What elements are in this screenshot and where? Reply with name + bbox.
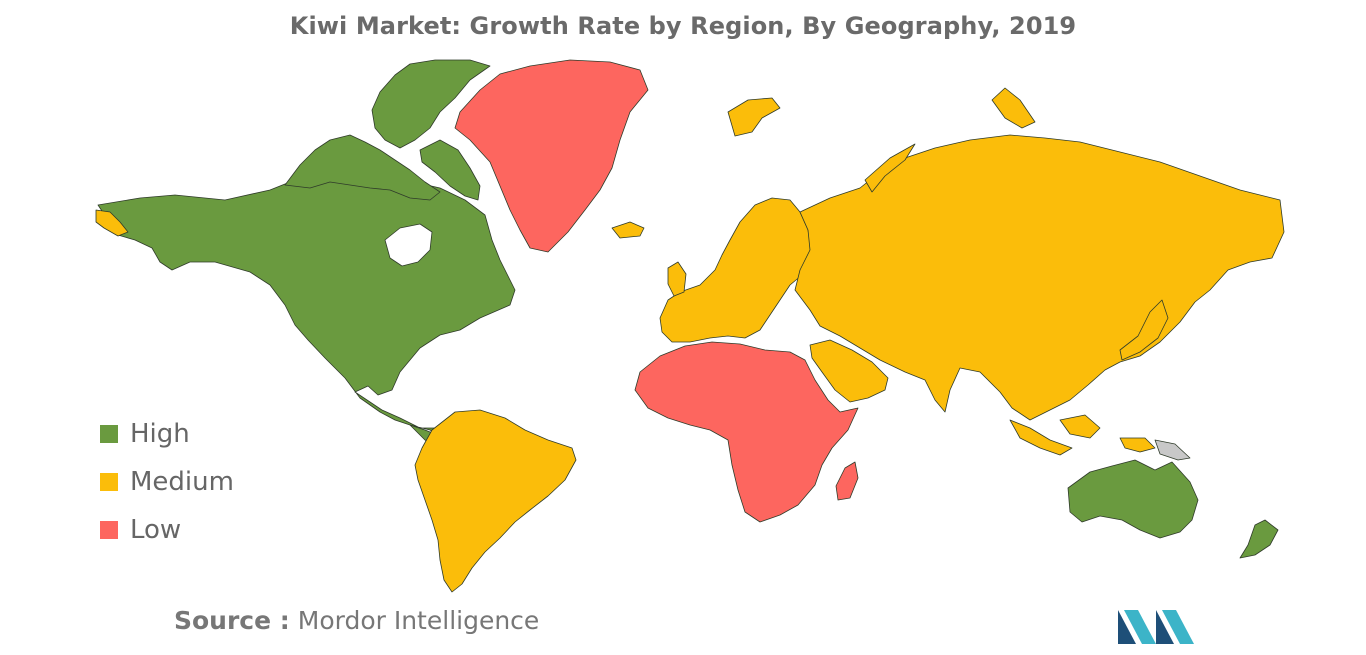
- legend-item-medium: Medium: [100, 458, 234, 506]
- region-severnaya: [991, 87, 1036, 129]
- region-baffin: [419, 139, 481, 201]
- region-svalbard: [727, 97, 781, 137]
- legend-swatch-medium: [100, 473, 118, 491]
- region-new-zealand: [1239, 519, 1279, 559]
- region-australia: [1067, 459, 1199, 539]
- region-south-america: [414, 409, 577, 593]
- legend-label-high: High: [130, 419, 190, 449]
- region-greenland: [454, 59, 649, 253]
- region-uk: [667, 261, 687, 297]
- legend-swatch-low: [100, 521, 118, 539]
- legend-item-high: High: [100, 410, 234, 458]
- region-north-america: [97, 169, 516, 439]
- region-novaya-zemlya: [864, 143, 916, 193]
- legend-swatch-high: [100, 425, 118, 443]
- source-value: Mordor Intelligence: [297, 606, 540, 635]
- region-madagascar: [835, 461, 859, 501]
- region-canada-arctic-islands: [284, 134, 441, 201]
- region-indonesia: [1009, 414, 1156, 456]
- hudson-bay: [384, 223, 433, 267]
- legend: High Medium Low: [100, 410, 234, 554]
- region-alaska-tip: [95, 209, 129, 237]
- source-key: Source :: [174, 606, 290, 635]
- region-asia: [794, 134, 1285, 421]
- region-canada-north: [371, 59, 491, 149]
- chart-title: Kiwi Market: Growth Rate by Region, By G…: [289, 12, 1077, 40]
- legend-label-low: Low: [130, 515, 182, 545]
- region-africa: [634, 341, 859, 523]
- source-line: Source : Mordor Intelligence: [174, 606, 539, 635]
- legend-item-low: Low: [100, 506, 234, 554]
- region-papua-new-guinea: [1154, 439, 1191, 461]
- mordor-intelligence-logo: [1118, 610, 1194, 644]
- region-japan: [1119, 299, 1169, 361]
- legend-label-medium: Medium: [130, 467, 234, 497]
- region-iceland: [611, 221, 645, 239]
- region-middle-east: [809, 339, 889, 403]
